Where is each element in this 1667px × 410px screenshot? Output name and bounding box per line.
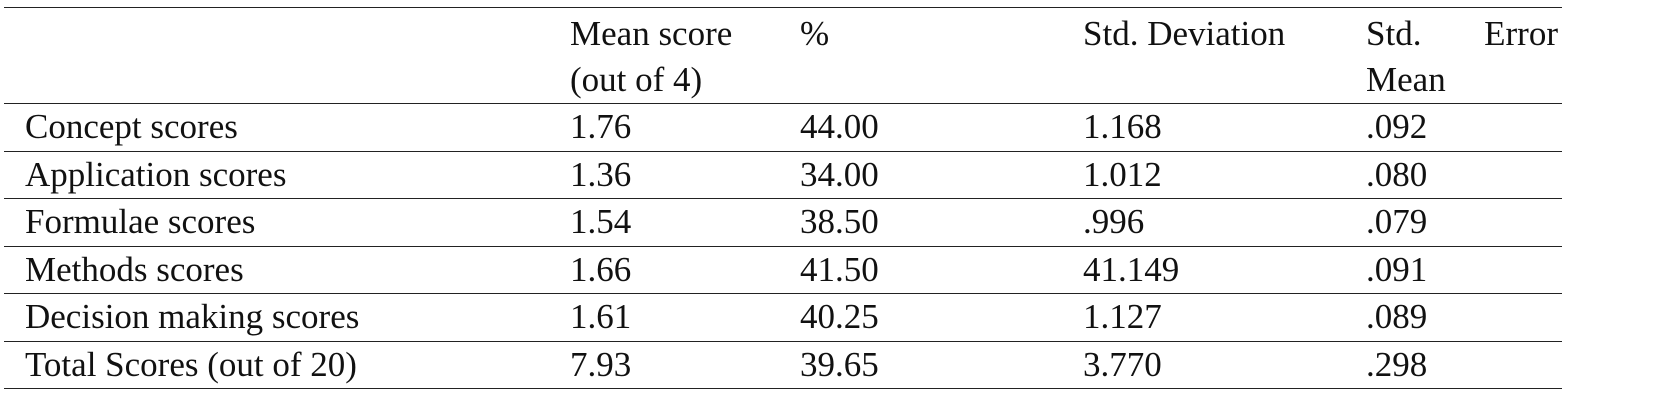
row-label: Application scores xyxy=(25,154,287,194)
table-cell: .089 xyxy=(1366,297,1428,336)
table-cell: 44.00 xyxy=(800,107,879,146)
table-body: Concept scores 1.76 44.00 1.168 .092 Applicat… xyxy=(4,104,1562,389)
table-cell: 34.00 xyxy=(800,154,879,194)
header-cell: Std. Error Mean xyxy=(1366,14,1558,99)
table-cell: 38.50 xyxy=(800,202,879,241)
table-cell: 1.127 xyxy=(1083,297,1162,336)
table-cell: 7.93 xyxy=(570,344,632,384)
table-row: Application scores 1.36 34.00 1.012 .080 xyxy=(4,151,1562,199)
row-label: Concept scores xyxy=(25,107,238,146)
scores-table: Mean score (out of 4) % Std. Deviation S… xyxy=(4,7,1562,389)
header-cell: Mean score (out of 4) xyxy=(570,14,733,99)
table-cell: 41.149 xyxy=(1083,249,1180,289)
table-cell: 3.770 xyxy=(1083,344,1162,384)
header-cell: % xyxy=(800,14,830,53)
row-label: Methods scores xyxy=(25,249,244,289)
header-blank xyxy=(4,8,570,104)
table-cell: .996 xyxy=(1083,202,1145,241)
table-cell: .079 xyxy=(1366,202,1428,241)
table-header: Mean score (out of 4) % Std. Deviation S… xyxy=(4,7,1562,104)
header-cell: Std. Deviation xyxy=(1083,14,1286,53)
table-cell: 1.012 xyxy=(1083,154,1162,194)
table-cell: .080 xyxy=(1366,154,1428,194)
table-cell: 1.66 xyxy=(570,249,632,289)
table-cell: 1.61 xyxy=(570,297,632,336)
table-row: Formulae scores 1.54 38.50 .996 .079 xyxy=(4,199,1562,246)
row-label: Decision making scores xyxy=(25,297,360,336)
row-label: Total Scores (out of 20) xyxy=(25,344,357,384)
table-row: Decision making scores 1.61 40.25 1.127 .089 xyxy=(4,294,1562,341)
table-cell: 1.168 xyxy=(1083,107,1162,146)
table-cell: 40.25 xyxy=(800,297,879,336)
table-cell: .298 xyxy=(1366,344,1428,384)
table-cell: .092 xyxy=(1366,107,1428,146)
table-cell: 1.54 xyxy=(570,202,632,241)
table-row: Methods scores 1.66 41.50 41.149 .091 xyxy=(4,246,1562,294)
header-row: Mean score (out of 4) % Std. Deviation S… xyxy=(4,7,1562,104)
table-cell: 1.36 xyxy=(570,154,632,194)
row-label: Formulae scores xyxy=(25,202,256,241)
table-row: Total Scores (out of 20) 7.93 39.65 3.770 .2… xyxy=(4,341,1562,389)
table-cell: 39.65 xyxy=(800,344,879,384)
table-row: Concept scores 1.76 44.00 1.168 .092 xyxy=(4,104,1562,151)
table-cell: 41.50 xyxy=(800,249,879,289)
table-cell: 1.76 xyxy=(570,107,632,146)
table-cell: .091 xyxy=(1366,249,1428,289)
